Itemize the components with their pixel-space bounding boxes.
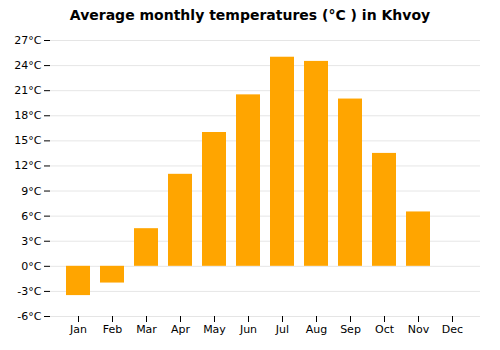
- svg-text:Feb: Feb: [103, 323, 122, 336]
- svg-text:Oct: Oct: [375, 323, 395, 336]
- svg-text:Aug: Aug: [306, 323, 327, 336]
- svg-text:21°C: 21°C: [14, 84, 41, 97]
- svg-text:Nov: Nov: [408, 323, 430, 336]
- svg-text:0°C: 0°C: [21, 260, 41, 273]
- html-text:Average monthly temperatures (: Average monthly temperatures (°C ) in Kh…: [69, 7, 431, 23]
- svg-text:Mar: Mar: [136, 323, 157, 336]
- svg-text:24°C: 24°C: [14, 59, 41, 72]
- svg-text:Dec: Dec: [442, 323, 463, 336]
- svg-text:-6°C: -6°C: [17, 310, 41, 323]
- svg-text:Sep: Sep: [340, 323, 361, 336]
- svg-text:-3°C: -3°C: [17, 285, 41, 298]
- svg-text:Jun: Jun: [239, 323, 257, 336]
- svg-text:18°C: 18°C: [14, 109, 41, 122]
- svg-text:Apr: Apr: [171, 323, 191, 336]
- svg-text:3°C: 3°C: [21, 235, 41, 248]
- svg-text:6°C: 6°C: [21, 210, 41, 223]
- svg-text:9°C: 9°C: [21, 185, 41, 198]
- svg-text:12°C: 12°C: [14, 159, 41, 172]
- svg-text:Jan: Jan: [69, 323, 87, 336]
- svg-text:May: May: [203, 323, 226, 336]
- svg-text:27°C: 27°C: [14, 34, 41, 47]
- svg-text:15°C: 15°C: [14, 134, 41, 147]
- svg-text:Jul: Jul: [275, 323, 289, 336]
